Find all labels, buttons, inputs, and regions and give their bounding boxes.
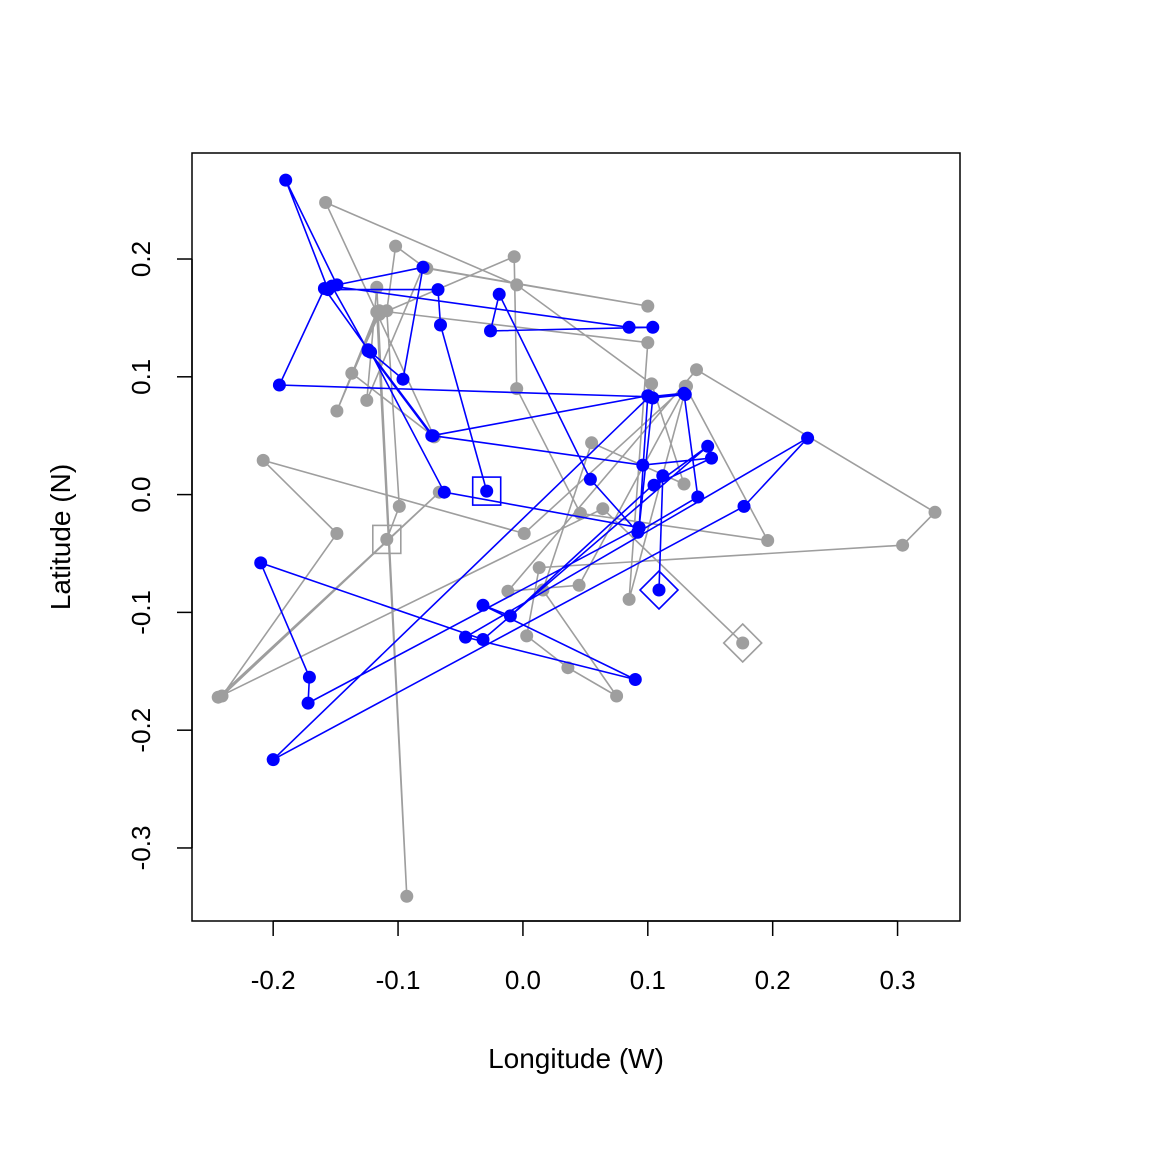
data-point: [622, 592, 636, 606]
y-tick-label: 0.2: [126, 241, 156, 277]
y-axis: -0.3 -0.2 -0.1 0.0 0.1 0.2: [126, 241, 193, 871]
x-tick-label: -0.1: [376, 965, 421, 995]
data-point: [641, 299, 655, 313]
data-point: [345, 366, 359, 380]
y-tick-label: 0.1: [126, 359, 156, 395]
data-point: [434, 318, 447, 332]
data-point: [678, 388, 692, 401]
data-point: [896, 538, 910, 552]
data-point: [492, 287, 506, 301]
data-point: [372, 307, 386, 321]
data-point: [520, 629, 534, 643]
data-point: [330, 527, 344, 540]
data-point: [370, 280, 384, 294]
data-point: [737, 499, 751, 513]
data-point: [330, 404, 344, 418]
series-0: [211, 196, 942, 903]
y-axis-title: Latitude (N): [45, 464, 76, 610]
x-axis: -0.2 -0.1 0.0 0.1 0.2 0.3: [251, 920, 916, 995]
plot-frame: [191, 152, 961, 922]
y-tick-label: 0.0: [126, 477, 156, 513]
data-point: [279, 173, 293, 187]
data-point: [459, 630, 472, 644]
data-point: [583, 472, 597, 486]
data-point: [801, 431, 815, 445]
data-point: [928, 505, 942, 519]
x-axis-title: Longitude (W): [488, 1043, 664, 1074]
data-point: [437, 485, 451, 499]
series-1: [254, 173, 815, 767]
data-point: [572, 578, 586, 592]
data-point: [484, 324, 497, 338]
series-layer: [211, 173, 942, 903]
data-point: [416, 260, 430, 274]
data-point: [301, 696, 315, 710]
data-point: [641, 336, 655, 350]
data-point: [361, 343, 375, 357]
data-point: [632, 521, 646, 535]
data-point: [701, 439, 715, 453]
series-line: [217, 200, 937, 897]
end-marker: [638, 569, 680, 611]
data-point: [705, 451, 718, 465]
data-point: [400, 889, 414, 903]
data-point: [266, 753, 280, 767]
series-line: [259, 179, 809, 761]
start-marker: [371, 524, 402, 555]
data-point: [503, 609, 517, 623]
data-point: [628, 673, 642, 686]
data-point: [610, 689, 624, 703]
data-point: [317, 282, 331, 295]
data-point: [426, 429, 440, 443]
data-point: [389, 239, 403, 253]
data-point: [645, 377, 659, 391]
y-tick-label: -0.2: [126, 708, 156, 753]
data-point: [517, 527, 531, 540]
data-point: [585, 436, 599, 450]
y-tick-label: -0.3: [126, 826, 156, 871]
data-point: [480, 484, 494, 498]
data-point: [647, 478, 661, 492]
data-point: [596, 502, 610, 516]
data-point: [652, 583, 666, 597]
data-point: [642, 390, 656, 404]
data-point: [761, 534, 775, 547]
data-point: [656, 469, 670, 483]
data-point: [622, 320, 636, 334]
data-point: [302, 670, 316, 684]
data-point: [380, 532, 394, 546]
data-point: [532, 561, 546, 575]
data-point: [561, 661, 575, 675]
x-tick-label: -0.2: [251, 965, 296, 995]
data-point: [677, 477, 691, 491]
data-point: [476, 598, 490, 612]
data-point: [510, 278, 524, 292]
data-point: [319, 196, 333, 209]
data-point: [646, 320, 660, 334]
x-tick-label: 0.1: [630, 965, 666, 995]
data-point: [690, 363, 703, 377]
data-point: [691, 490, 705, 504]
data-point: [636, 458, 650, 472]
data-point: [256, 453, 270, 467]
data-point: [476, 633, 490, 646]
start-marker: [471, 476, 502, 506]
x-tick-label: 0.3: [879, 965, 915, 995]
data-point: [501, 584, 515, 598]
data-point: [736, 636, 750, 650]
x-tick-label: 0.0: [505, 965, 541, 995]
data-point: [272, 378, 286, 392]
y-tick-label: -0.1: [126, 590, 156, 635]
data-point: [211, 690, 225, 704]
data-point: [392, 499, 406, 513]
x-tick-label: 0.2: [755, 965, 791, 995]
end-marker: [722, 622, 763, 664]
data-point: [396, 372, 410, 386]
data-point: [431, 283, 445, 297]
data-point: [360, 393, 374, 407]
data-point: [507, 250, 521, 264]
data-point: [254, 556, 268, 570]
